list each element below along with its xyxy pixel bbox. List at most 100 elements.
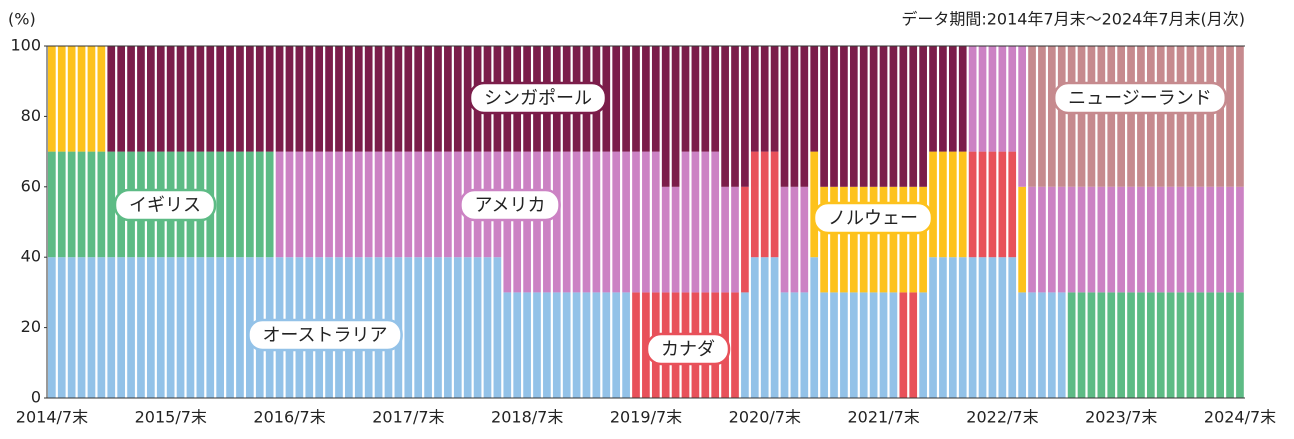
bar-segment (67, 257, 76, 398)
bar-segment (840, 292, 848, 398)
bar-segment (404, 46, 413, 152)
bar-segment (859, 292, 868, 398)
bar-segment (87, 151, 96, 258)
bar-segment (77, 46, 86, 152)
bar-segment (1057, 46, 1066, 187)
bar-segment (919, 186, 927, 293)
bar-segment (780, 186, 789, 293)
bar-segment (295, 46, 304, 152)
bar-segment (820, 292, 828, 398)
bar-segment (929, 46, 937, 152)
bar-segment (632, 46, 640, 152)
bar-segment (760, 151, 769, 258)
bar-segment (691, 46, 700, 152)
bar-segment (820, 46, 828, 187)
series-label: シンガポール (484, 88, 592, 109)
bar-segment (305, 151, 314, 258)
x-tick-label: 2017/7末 (372, 408, 444, 427)
bar-segment (414, 257, 423, 398)
bar-segment (1008, 46, 1017, 152)
bar-segment (345, 46, 353, 152)
bar-segment (1107, 46, 1116, 187)
bar-segment (1067, 186, 1076, 293)
bar-segment (48, 257, 56, 398)
bar-segment (770, 151, 779, 258)
bar-segment (1137, 46, 1145, 187)
bar-segment (394, 46, 403, 152)
bar-segment (1117, 46, 1125, 187)
bar-segment (691, 151, 700, 293)
bar-segment (315, 46, 324, 152)
bar-segment (87, 46, 96, 152)
bar-segment (147, 257, 155, 398)
bar-segment (1057, 292, 1066, 398)
bar-segment (1047, 46, 1056, 187)
series-label-box (645, 332, 731, 366)
bar-segment (325, 151, 333, 258)
series-label: カナダ (661, 339, 715, 360)
bar-segment (1018, 186, 1026, 293)
bar-segment (592, 151, 601, 293)
bar-segment (840, 46, 848, 187)
bar-segment (849, 46, 858, 187)
bar-segment (1008, 257, 1017, 398)
bar-segment (305, 46, 314, 152)
bar-segment (651, 151, 660, 293)
bar-segment (97, 151, 106, 258)
bar-segment (156, 257, 165, 398)
bar-segment (919, 46, 927, 187)
bar-segment (988, 257, 997, 398)
bar-segment (1166, 46, 1175, 187)
bar-segment (948, 257, 957, 398)
bar-segment (434, 151, 442, 258)
bar-segment (236, 257, 244, 398)
bar-segment (790, 186, 799, 293)
bar-segment (384, 151, 393, 258)
series-label-box (459, 188, 561, 222)
bar-segment (236, 46, 244, 152)
bar-segment (176, 46, 185, 152)
bar-segment (1087, 292, 1096, 398)
bar-segment (117, 46, 126, 152)
bar-segment (483, 257, 492, 398)
bar-segment (800, 46, 809, 187)
bar-segment (750, 151, 759, 258)
series-label-box (468, 81, 608, 115)
bar-segment (592, 292, 601, 398)
bar-segment (711, 46, 720, 152)
bar-segment (374, 151, 383, 258)
x-tick-label: 2022/7末 (966, 408, 1038, 427)
bar-segment (1038, 46, 1046, 187)
bar-segment (552, 292, 561, 398)
bar-segment (444, 151, 452, 258)
bar-segment (731, 292, 739, 398)
bar-segment (859, 186, 868, 293)
bar-segment (1206, 292, 1215, 398)
bar-segment (1117, 292, 1125, 398)
bar-segment (226, 151, 234, 258)
bar-segment (1057, 186, 1066, 293)
bar-segment (325, 46, 333, 152)
bar-segment (67, 151, 76, 258)
bar-segment (543, 151, 551, 293)
bar-segment (107, 46, 116, 152)
y-axis-label: (%) (8, 10, 36, 29)
series-label-box (113, 188, 217, 222)
bar-segment (958, 151, 967, 258)
bar-segment (176, 257, 185, 398)
bar-segment (186, 46, 195, 152)
bar-segment (889, 46, 898, 187)
y-tick-label: 80 (21, 106, 41, 125)
bar-segment (770, 257, 779, 398)
bar-segment (919, 292, 927, 398)
bar-segment (513, 151, 522, 293)
bar-segment (750, 46, 759, 152)
bar-segment (57, 257, 66, 398)
bar-segment (830, 186, 838, 293)
bar-segment (1176, 46, 1185, 187)
series-label-box (247, 318, 403, 352)
bar-segment (909, 292, 918, 398)
series-label: ノルウェー (828, 208, 918, 229)
bar-segment (681, 46, 690, 152)
bar-segment (1077, 46, 1086, 187)
